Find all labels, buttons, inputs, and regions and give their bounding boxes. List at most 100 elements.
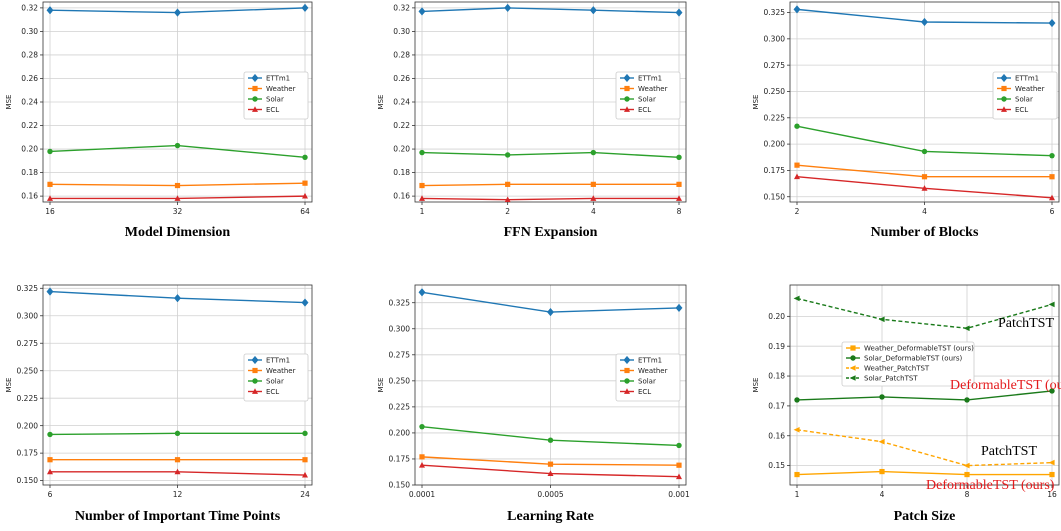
y-tick-label: 0.175 xyxy=(17,449,39,458)
data-point xyxy=(879,468,885,475)
legend-marker xyxy=(252,106,258,112)
y-tick-label: 0.32 xyxy=(393,3,410,12)
data-point xyxy=(174,182,181,189)
legend-marker xyxy=(1001,106,1007,112)
x-tick-label: 8 xyxy=(965,490,970,499)
legend-label: Weather_DeformableTST (ours) xyxy=(864,345,974,353)
y-tick-label: 0.24 xyxy=(393,98,410,107)
x-tick-label: 4 xyxy=(880,490,885,499)
y-tick-label: 0.175 xyxy=(389,455,411,464)
data-point xyxy=(546,307,555,317)
data-point xyxy=(794,162,800,168)
x-axis-title: FFN Expansion xyxy=(504,225,598,240)
data-point xyxy=(1048,459,1055,466)
data-point xyxy=(302,471,308,478)
data-point xyxy=(173,293,182,303)
legend-label: Weather_PatchTST xyxy=(864,365,930,373)
legend-marker xyxy=(1001,96,1007,102)
legend-label: ETTm1 xyxy=(266,357,290,365)
legend-marker xyxy=(1001,85,1007,92)
legend-label: ETTm1 xyxy=(266,75,290,83)
legend-label: Weather xyxy=(638,367,668,375)
y-tick-label: 0.16 xyxy=(21,192,38,201)
y-tick-label: 0.20 xyxy=(21,145,38,154)
x-axis-title: Patch Size xyxy=(894,509,956,524)
y-axis-label: MSE xyxy=(5,95,13,110)
x-axis-title: Learning Rate xyxy=(507,509,594,524)
data-point xyxy=(794,471,800,478)
legend-marker xyxy=(252,85,258,92)
y-tick-label: 0.22 xyxy=(393,121,410,130)
legend-marker xyxy=(623,73,631,83)
y-tick-label: 0.150 xyxy=(764,192,786,201)
y-tick-label: 0.19 xyxy=(768,342,785,351)
data-point xyxy=(419,454,425,460)
data-point xyxy=(419,182,425,189)
data-point xyxy=(505,181,511,187)
legend-marker xyxy=(1000,73,1008,83)
data-point xyxy=(47,148,53,155)
data-point xyxy=(47,431,53,438)
y-tick-label: 0.24 xyxy=(21,98,38,107)
x-tick-label: 1 xyxy=(420,207,425,216)
legend-label: ECL xyxy=(638,106,651,114)
y-tick-label: 0.275 xyxy=(389,350,411,359)
legend-marker xyxy=(252,378,258,384)
x-tick-label: 6 xyxy=(1050,207,1055,216)
x-tick-label: 32 xyxy=(173,207,183,216)
x-tick-label: 1 xyxy=(795,490,800,499)
y-axis-label: MSE xyxy=(5,378,13,393)
x-axis-title: Model Dimension xyxy=(125,225,231,240)
y-axis-label: MSE xyxy=(377,378,385,393)
x-tick-label: 0.0005 xyxy=(537,490,563,499)
data-point xyxy=(47,181,53,187)
legend: Weather_DeformableTST (ours) Solar_Deform… xyxy=(841,341,975,387)
y-tick-label: 0.18 xyxy=(21,168,38,177)
plot-frame xyxy=(42,1,313,203)
legend-marker xyxy=(850,355,856,361)
data-point xyxy=(1049,152,1055,159)
chart-panel-6: 0.15 0.16 0.17 0.18 0.19 0.20 1 4 8 16 MSE Patch Si… xyxy=(752,284,1061,524)
y-tick-label: 0.150 xyxy=(17,476,39,485)
x-tick-label: 16 xyxy=(1047,490,1057,499)
legend: ETTm1 Weather Solar ECL xyxy=(615,71,681,120)
data-point xyxy=(174,195,181,201)
chart-panel-5: 0.150 0.175 0.200 0.225 0.250 0.275 0.300 0.325… xyxy=(377,284,690,524)
legend-label: Weather xyxy=(1015,85,1045,93)
legend-box xyxy=(992,71,1058,120)
legend-box xyxy=(615,353,681,402)
legend-label: Solar xyxy=(266,96,284,104)
y-tick-label: 0.15 xyxy=(768,461,785,470)
y-tick-label: 0.30 xyxy=(21,27,38,36)
data-point xyxy=(590,181,596,187)
chart-panel-2: 0.16 0.18 0.20 0.22 0.24 0.26 0.28 0.30 0.32 1 2 4 8… xyxy=(377,1,687,240)
legend-label: Weather xyxy=(266,85,296,93)
data-point xyxy=(794,123,800,129)
y-tick-label: 0.300 xyxy=(17,311,39,320)
legend-label: Solar_PatchTST xyxy=(864,375,918,383)
legend-marker xyxy=(623,355,631,365)
y-tick-label: 0.250 xyxy=(764,87,786,96)
legend-marker xyxy=(251,355,259,365)
x-tick-label: 2 xyxy=(795,207,800,216)
data-point xyxy=(174,430,181,437)
data-point xyxy=(418,288,426,297)
legend-label: ECL xyxy=(638,388,651,396)
data-point xyxy=(1048,18,1056,28)
y-tick-label: 0.225 xyxy=(764,113,786,122)
data-point xyxy=(504,152,511,158)
x-tick-label: 6 xyxy=(48,490,53,499)
data-point xyxy=(676,462,682,468)
annotation-label: DeformableTST (ours) xyxy=(926,478,1055,493)
legend: ETTm1 Weather Solar ECL xyxy=(243,71,309,120)
annotation-label: DeformableTST (ours) xyxy=(950,378,1061,393)
data-point xyxy=(676,195,682,201)
y-tick-label: 0.250 xyxy=(389,376,411,385)
legend-marker xyxy=(849,365,856,371)
legend-marker xyxy=(251,73,259,83)
series-line-ecl xyxy=(421,197,679,201)
series-line-weather-patchtst xyxy=(796,429,1053,467)
legend-label: ECL xyxy=(1015,106,1028,114)
data-point xyxy=(301,3,309,13)
